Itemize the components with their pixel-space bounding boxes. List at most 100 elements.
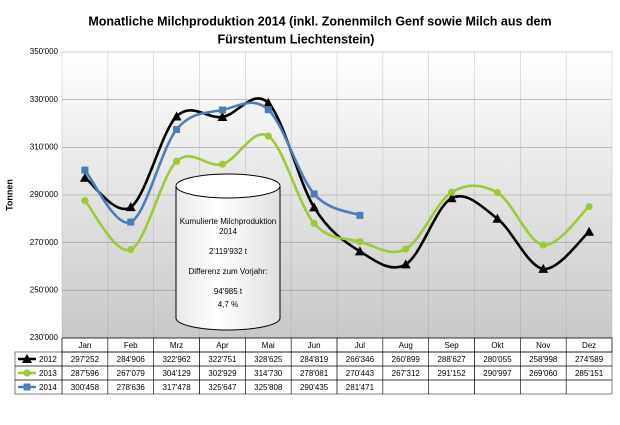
marker [23, 383, 31, 391]
marker [493, 189, 502, 197]
data-label: 304'129 [162, 369, 191, 378]
data-label: 270'443 [346, 369, 375, 378]
data-label: 274'589 [575, 355, 604, 364]
table-cell [474, 379, 521, 395]
data-label: 317'478 [162, 383, 191, 392]
marker [127, 246, 135, 254]
chart-title: Fürstentum Liechtenstein) [218, 32, 375, 46]
marker [400, 259, 411, 269]
y-tick-label: 250'000 [30, 285, 59, 294]
marker [584, 226, 595, 236]
table-cell [565, 379, 613, 395]
marker [81, 197, 89, 205]
x-tick-label: Dez [582, 341, 596, 350]
data-label: 267'079 [117, 369, 146, 378]
marker [79, 172, 90, 182]
data-label: 269'060 [529, 369, 558, 378]
marker [22, 354, 32, 363]
y-axis-label: Tonnen [4, 179, 14, 211]
marker [538, 263, 549, 273]
marker [354, 246, 365, 256]
marker [264, 132, 272, 140]
legend-label: 2013 [39, 369, 57, 378]
data-label: 260'899 [392, 355, 421, 364]
annotation-text: 2'119'932 t [209, 247, 248, 256]
annotation-text: 94'985 t [214, 287, 243, 296]
y-tick-label: 270'000 [30, 238, 59, 247]
x-tick-label: Nov [536, 341, 550, 350]
marker [127, 218, 135, 226]
data-label: 322'751 [208, 355, 237, 364]
marker [309, 202, 320, 212]
cylinder-top [175, 173, 281, 199]
data-label: 287'596 [71, 369, 100, 378]
data-label: 297'252 [71, 355, 100, 364]
marker [356, 211, 364, 219]
y-tick-label: 330'000 [30, 95, 59, 104]
marker [81, 166, 89, 174]
x-tick-label: Jul [355, 341, 365, 350]
annotation-text: 4,7 % [218, 300, 238, 309]
data-label: 325'808 [254, 383, 283, 392]
table-cell [520, 379, 567, 395]
marker [402, 245, 410, 253]
data-label: 314'730 [254, 369, 283, 378]
x-tick-label: Jan [78, 341, 91, 350]
marker [172, 157, 181, 165]
x-tick-label: Apr [216, 341, 229, 350]
marker [23, 369, 31, 377]
x-tick-label: Jun [308, 341, 321, 350]
data-label: 290'435 [300, 383, 329, 392]
x-tick-label: Feb [124, 341, 138, 350]
marker [171, 111, 182, 121]
series-line [83, 133, 590, 254]
marker [539, 241, 547, 249]
data-label: 281'471 [346, 383, 375, 392]
annotation-text: 2014 [219, 227, 237, 236]
legend-label: 2012 [39, 355, 57, 364]
marker [446, 193, 457, 203]
data-label: 266'346 [346, 355, 375, 364]
data-label: 267'312 [392, 369, 421, 378]
x-tick-label: Mrz [170, 341, 183, 350]
marker [263, 97, 274, 107]
data-label: 290'997 [483, 369, 512, 378]
marker [218, 160, 227, 168]
marker [125, 202, 136, 212]
annotation-text: Kumulierte Milchproduktion [180, 217, 277, 226]
marker [356, 238, 364, 246]
marker [585, 202, 593, 211]
data-label: 278'636 [117, 383, 146, 392]
y-tick-label: 350'000 [30, 47, 59, 56]
annotation-text: Differenz zum Vorjahr: [189, 267, 268, 276]
table-cell [428, 379, 475, 395]
y-tick-label: 310'000 [30, 142, 59, 151]
data-label: 288'627 [437, 355, 466, 364]
data-label: 258'998 [529, 355, 558, 364]
data-label: 284'906 [117, 355, 146, 364]
chart-title: Monatliche Milchproduktion 2014 (inkl. Z… [88, 14, 551, 28]
x-tick-label: Sep [444, 341, 459, 350]
data-label: 325'647 [208, 383, 237, 392]
marker [310, 190, 318, 198]
legend-label: 2014 [39, 383, 57, 392]
data-label: 291'152 [437, 369, 466, 378]
y-tick-label: 290'000 [30, 190, 59, 199]
cylinder-body [175, 186, 281, 331]
data-label: 278'081 [300, 369, 329, 378]
marker [173, 126, 181, 134]
marker [447, 188, 456, 196]
x-tick-label: Mai [262, 341, 275, 350]
x-tick-label: Okt [491, 341, 504, 350]
data-label: 285'151 [575, 369, 604, 378]
marker [264, 106, 272, 114]
data-label: 300'458 [71, 383, 100, 392]
annotation-box: Kumulierte Milchproduktion 2014 2'119'93… [175, 173, 281, 331]
marker [310, 219, 318, 228]
marker [492, 213, 503, 223]
marker [218, 106, 226, 114]
table-cell [382, 379, 429, 395]
data-label: 284'819 [300, 355, 329, 364]
data-label: 280'055 [483, 355, 512, 364]
